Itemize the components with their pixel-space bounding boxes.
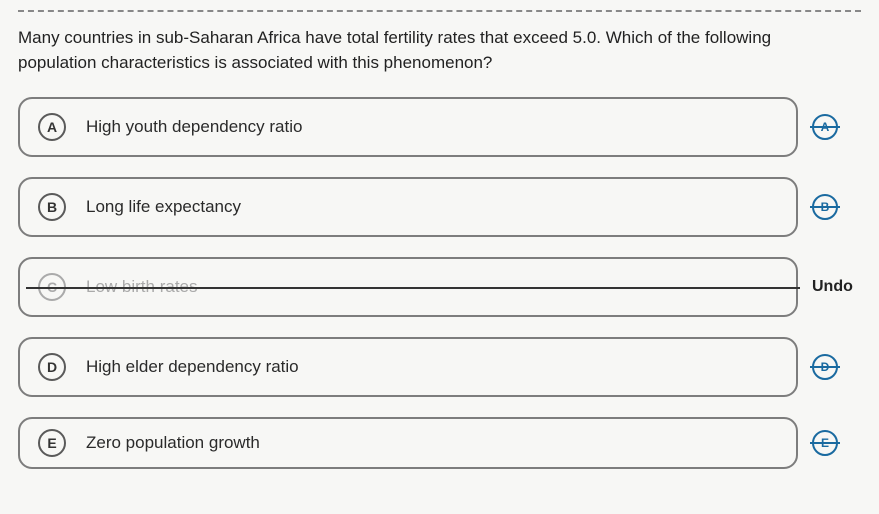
eliminate-button-e[interactable]: E xyxy=(812,430,838,456)
option-row-b: B Long life expectancy B xyxy=(18,177,861,237)
question-text: Many countries in sub-Saharan Africa hav… xyxy=(18,26,838,75)
eliminate-button-a[interactable]: A xyxy=(812,114,838,140)
option-row-a: A High youth dependency ratio A xyxy=(18,97,861,157)
side-c: Undo xyxy=(812,278,872,296)
eliminate-button-b[interactable]: B xyxy=(812,194,838,220)
side-a: A xyxy=(812,114,872,140)
undo-button-c[interactable]: Undo xyxy=(812,278,853,296)
top-divider xyxy=(18,10,861,12)
answer-option-b[interactable]: B Long life expectancy xyxy=(18,177,798,237)
eliminate-letter-a: A xyxy=(821,120,830,134)
answer-option-d[interactable]: D High elder dependency ratio xyxy=(18,337,798,397)
eliminate-letter-d: D xyxy=(821,360,830,374)
option-letter-e: E xyxy=(38,429,66,457)
answer-option-a[interactable]: A High youth dependency ratio xyxy=(18,97,798,157)
option-letter-c: C xyxy=(38,273,66,301)
option-row-e: E Zero population growth E xyxy=(18,417,861,469)
eliminate-button-d[interactable]: D xyxy=(812,354,838,380)
option-text-a: High youth dependency ratio xyxy=(86,117,302,137)
option-text-d: High elder dependency ratio xyxy=(86,357,299,377)
option-letter-a: A xyxy=(38,113,66,141)
side-b: B xyxy=(812,194,872,220)
option-row-d: D High elder dependency ratio D xyxy=(18,337,861,397)
option-text-b: Long life expectancy xyxy=(86,197,241,217)
option-text-c: Low birth rates xyxy=(86,277,198,297)
option-row-c: C Low birth rates Undo xyxy=(18,257,861,317)
option-letter-d: D xyxy=(38,353,66,381)
side-e: E xyxy=(812,430,872,456)
answer-option-e[interactable]: E Zero population growth xyxy=(18,417,798,469)
option-text-e: Zero population growth xyxy=(86,433,260,453)
eliminate-letter-b: B xyxy=(821,200,830,214)
answer-option-c[interactable]: C Low birth rates xyxy=(18,257,798,317)
option-letter-b: B xyxy=(38,193,66,221)
eliminate-letter-e: E xyxy=(821,436,829,450)
side-d: D xyxy=(812,354,872,380)
